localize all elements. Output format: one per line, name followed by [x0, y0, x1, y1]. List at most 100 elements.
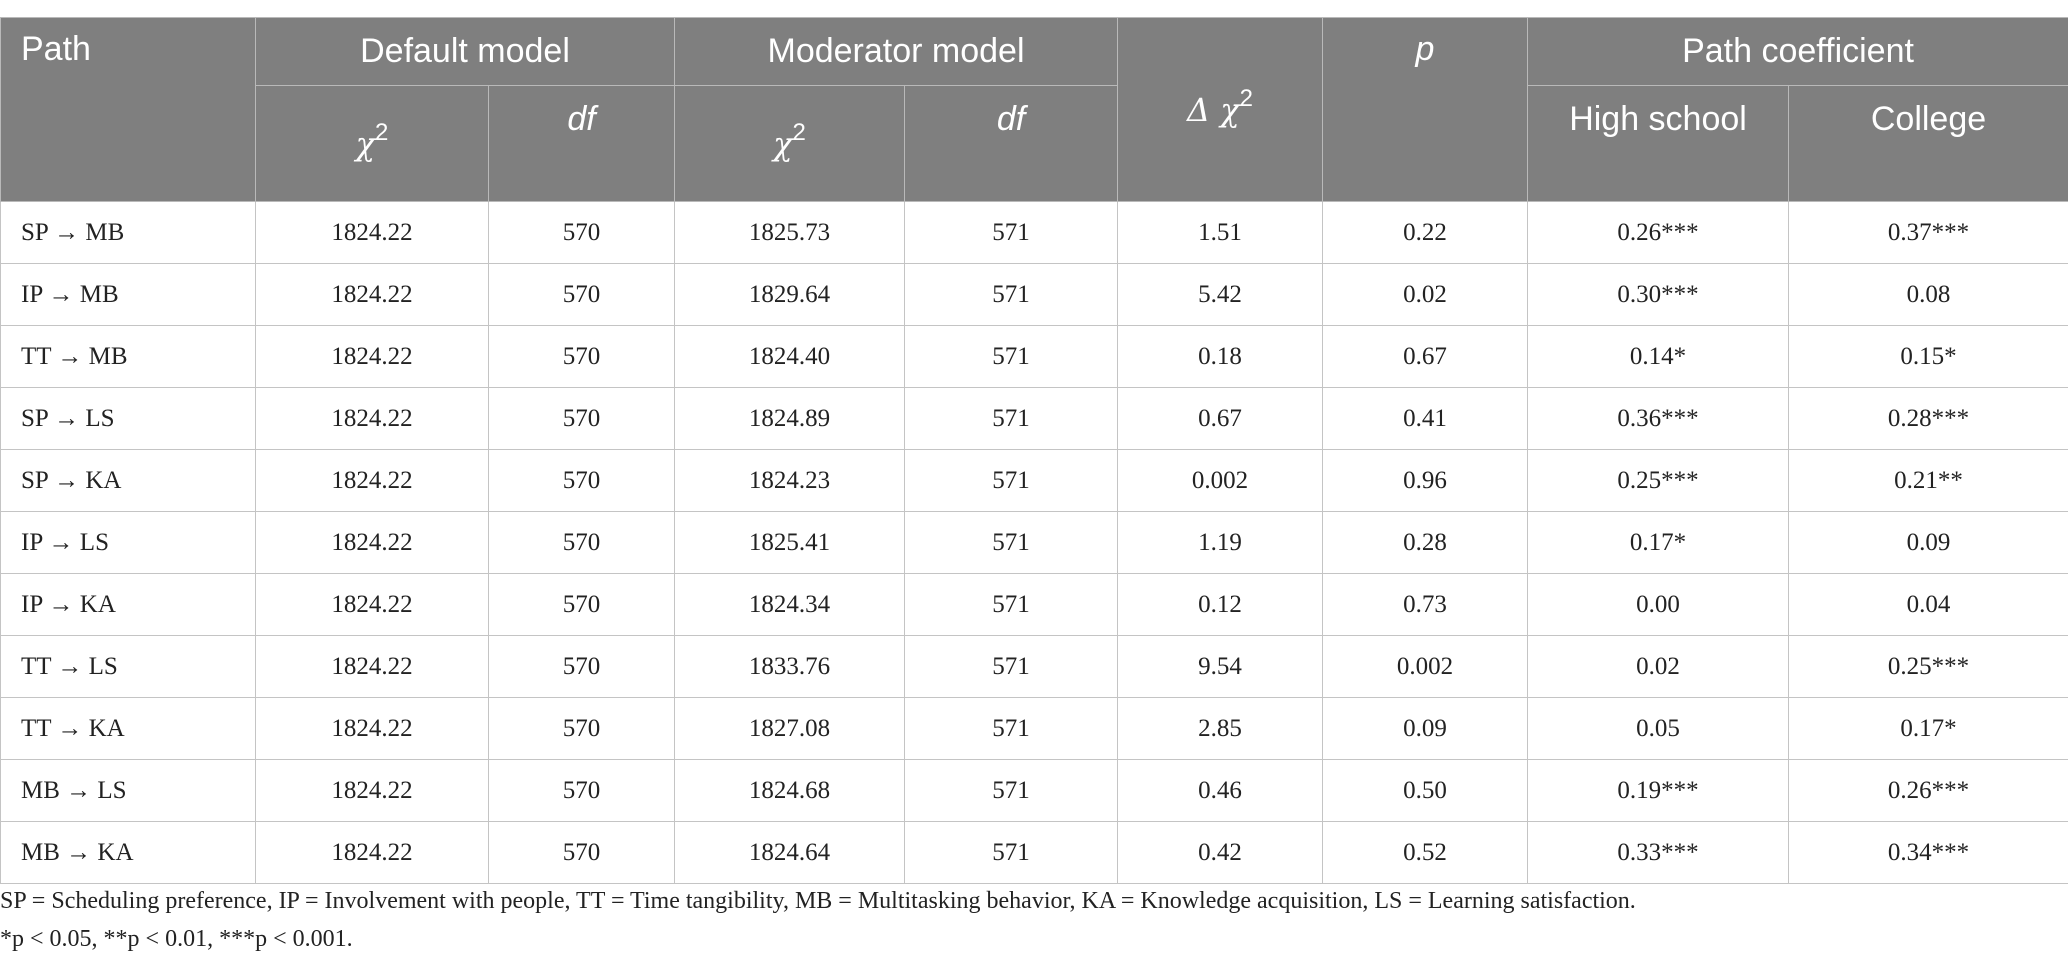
cell-default-chi2: 1824.22	[255, 325, 489, 388]
cell-moderator-df: 571	[903, 697, 1119, 760]
cell-default-df: 570	[488, 201, 675, 264]
table-footnotes: SP = Scheduling preference, IP = Involve…	[0, 882, 2060, 958]
cell-default-df: 570	[488, 635, 675, 698]
delta-chi-square-symbol: Δ χ2	[1187, 84, 1254, 130]
cell-path: TT → LS	[0, 635, 256, 698]
cell-p: 0.50	[1322, 759, 1529, 822]
header-path: Path	[0, 17, 256, 202]
cell-high-school: 0.25***	[1527, 449, 1790, 512]
table-container: Path Default model Moderator model Δ χ2 …	[0, 17, 2068, 884]
cell-default-chi2: 1824.22	[255, 821, 489, 884]
cell-default-df: 570	[488, 325, 675, 388]
header-high-school: High school	[1527, 85, 1790, 202]
cell-path: SP → KA	[0, 449, 256, 512]
cell-moderator-df: 571	[903, 511, 1119, 574]
cell-default-df: 570	[488, 697, 675, 760]
cell-p: 0.41	[1322, 387, 1529, 450]
cell-delta-chi2: 0.002	[1117, 449, 1324, 512]
cell-default-df: 570	[488, 449, 675, 512]
header-p: p	[1322, 17, 1529, 202]
cell-default-chi2: 1824.22	[255, 449, 489, 512]
cell-high-school: 0.19***	[1527, 759, 1790, 822]
moderation-results-table: Path Default model Moderator model Δ χ2 …	[0, 17, 2068, 884]
table-row: MB → LS 1824.22 570 1824.68 571 0.46 0.5…	[0, 759, 2068, 822]
cell-default-chi2: 1824.22	[255, 697, 489, 760]
cell-delta-chi2: 0.46	[1117, 759, 1324, 822]
header-p-label: p	[1415, 30, 1435, 68]
cell-college: 0.09	[1788, 511, 2068, 574]
cell-high-school: 0.14*	[1527, 325, 1790, 388]
cell-path: SP → LS	[0, 387, 256, 450]
cell-default-chi2: 1824.22	[255, 263, 489, 326]
cell-moderator-df: 571	[903, 635, 1119, 698]
cell-default-df: 570	[488, 263, 675, 326]
cell-p: 0.002	[1322, 635, 1529, 698]
table-row: IP → MB 1824.22 570 1829.64 571 5.42 0.0…	[0, 263, 2068, 326]
cell-delta-chi2: 0.12	[1117, 573, 1324, 636]
table-row: IP → LS 1824.22 570 1825.41 571 1.19 0.2…	[0, 511, 2068, 574]
cell-path: TT → KA	[0, 697, 256, 760]
cell-college: 0.25***	[1788, 635, 2068, 698]
cell-default-chi2: 1824.22	[255, 635, 489, 698]
table-row: SP → MB 1824.22 570 1825.73 571 1.51 0.2…	[0, 201, 2068, 264]
table-header: Path Default model Moderator model Δ χ2 …	[0, 17, 2068, 202]
table-body: SP → MB 1824.22 570 1825.73 571 1.51 0.2…	[0, 201, 2068, 884]
cell-delta-chi2: 0.67	[1117, 387, 1324, 450]
cell-moderator-chi2: 1824.89	[674, 387, 905, 450]
cell-college: 0.08	[1788, 263, 2068, 326]
cell-p: 0.09	[1322, 697, 1529, 760]
cell-high-school: 0.02	[1527, 635, 1790, 698]
cell-default-df: 570	[488, 821, 675, 884]
cell-moderator-df: 571	[903, 201, 1119, 264]
cell-default-df: 570	[488, 573, 675, 636]
table-row: SP → LS 1824.22 570 1824.89 571 0.67 0.4…	[0, 387, 2068, 450]
cell-high-school: 0.33***	[1527, 821, 1790, 884]
cell-high-school: 0.05	[1527, 697, 1790, 760]
cell-high-school: 0.00	[1527, 573, 1790, 636]
cell-path: TT → MB	[0, 325, 256, 388]
header-moderator-df: df	[903, 85, 1119, 202]
cell-moderator-chi2: 1824.68	[674, 759, 905, 822]
cell-default-df: 570	[488, 759, 675, 822]
cell-p: 0.73	[1322, 573, 1529, 636]
header-moderator-chi-square: χ2	[674, 85, 905, 202]
table-row: IP → KA 1824.22 570 1824.34 571 0.12 0.7…	[0, 573, 2068, 636]
cell-p: 0.28	[1322, 511, 1529, 574]
cell-delta-chi2: 0.18	[1117, 325, 1324, 388]
cell-path: IP → LS	[0, 511, 256, 574]
cell-moderator-df: 571	[903, 759, 1119, 822]
table-row: MB → KA 1824.22 570 1824.64 571 0.42 0.5…	[0, 821, 2068, 884]
cell-delta-chi2: 0.42	[1117, 821, 1324, 884]
table-row: TT → MB 1824.22 570 1824.40 571 0.18 0.6…	[0, 325, 2068, 388]
header-college: College	[1788, 85, 2068, 202]
cell-moderator-chi2: 1824.34	[674, 573, 905, 636]
header-moderator-model: Moderator model	[673, 17, 1119, 86]
cell-moderator-chi2: 1833.76	[674, 635, 905, 698]
cell-college: 0.37***	[1788, 201, 2068, 264]
cell-moderator-df: 571	[903, 263, 1119, 326]
cell-college: 0.17*	[1788, 697, 2068, 760]
cell-moderator-df: 571	[903, 387, 1119, 450]
cell-default-df: 570	[488, 387, 675, 450]
cell-path: IP → KA	[0, 573, 256, 636]
table-row: TT → LS 1824.22 570 1833.76 571 9.54 0.0…	[0, 635, 2068, 698]
cell-delta-chi2: 1.19	[1117, 511, 1324, 574]
cell-path: IP → MB	[0, 263, 256, 326]
cell-p: 0.67	[1322, 325, 1529, 388]
significance-note: *p < 0.05, **p < 0.01, ***p < 0.001.	[0, 926, 353, 952]
cell-delta-chi2: 9.54	[1117, 635, 1324, 698]
cell-moderator-df: 571	[903, 325, 1119, 388]
abbreviation-note: SP = Scheduling preference, IP = Involve…	[0, 888, 1636, 914]
cell-college: 0.04	[1788, 573, 2068, 636]
cell-path: MB → KA	[0, 821, 256, 884]
cell-moderator-chi2: 1825.73	[674, 201, 905, 264]
cell-delta-chi2: 2.85	[1117, 697, 1324, 760]
cell-moderator-chi2: 1824.40	[674, 325, 905, 388]
cell-moderator-chi2: 1827.08	[674, 697, 905, 760]
cell-moderator-df: 571	[903, 821, 1119, 884]
cell-default-chi2: 1824.22	[255, 759, 489, 822]
cell-p: 0.22	[1322, 201, 1529, 264]
cell-high-school: 0.17*	[1527, 511, 1790, 574]
cell-delta-chi2: 5.42	[1117, 263, 1324, 326]
cell-moderator-chi2: 1824.64	[674, 821, 905, 884]
